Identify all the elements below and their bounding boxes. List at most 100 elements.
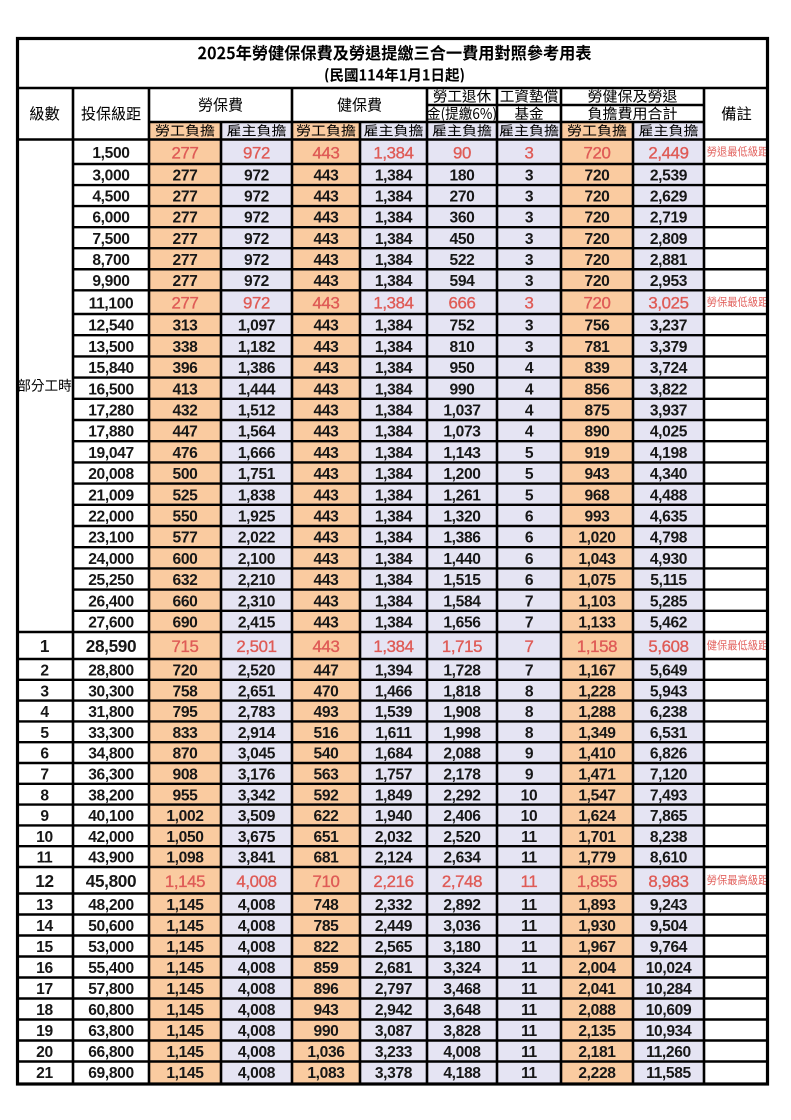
svg-text:5: 5 — [525, 487, 534, 504]
svg-text:2,449: 2,449 — [375, 918, 413, 935]
svg-text:1,083: 1,083 — [307, 1065, 345, 1082]
svg-text:710: 710 — [313, 872, 340, 891]
svg-text:60,800: 60,800 — [88, 1002, 134, 1019]
svg-text:3,036: 3,036 — [443, 918, 481, 935]
svg-text:8: 8 — [40, 787, 49, 804]
svg-text:9: 9 — [40, 808, 49, 825]
svg-text:7: 7 — [40, 767, 48, 784]
svg-text:3,324: 3,324 — [443, 960, 481, 977]
svg-text:470: 470 — [314, 683, 340, 700]
svg-text:1,073: 1,073 — [443, 424, 481, 441]
svg-text:2,520: 2,520 — [238, 663, 276, 680]
svg-text:24,000: 24,000 — [88, 551, 134, 568]
svg-text:3: 3 — [525, 294, 534, 313]
svg-text:14: 14 — [36, 918, 53, 935]
svg-text:11: 11 — [521, 1023, 537, 1040]
svg-text:30,300: 30,300 — [88, 683, 134, 700]
svg-text:443: 443 — [314, 231, 340, 248]
svg-text:7: 7 — [525, 663, 533, 680]
svg-text:3,000: 3,000 — [92, 168, 130, 185]
svg-text:500: 500 — [173, 466, 199, 483]
svg-text:2,135: 2,135 — [578, 1023, 616, 1040]
svg-text:3: 3 — [525, 143, 534, 162]
svg-text:413: 413 — [173, 381, 199, 398]
svg-text:1,384: 1,384 — [375, 572, 413, 589]
svg-text:11,100: 11,100 — [89, 295, 134, 312]
svg-text:2,797: 2,797 — [375, 981, 412, 998]
svg-text:11: 11 — [521, 829, 537, 846]
svg-text:3,648: 3,648 — [443, 1002, 481, 1019]
svg-text:180: 180 — [450, 168, 476, 185]
svg-text:9: 9 — [525, 767, 534, 784]
svg-text:28,800: 28,800 — [88, 663, 134, 680]
svg-text:36,300: 36,300 — [88, 767, 134, 784]
svg-text:785: 785 — [314, 918, 340, 935]
svg-text:2,088: 2,088 — [443, 746, 481, 763]
svg-text:4,008: 4,008 — [238, 1044, 276, 1061]
svg-text:720: 720 — [584, 294, 611, 313]
svg-text:5,462: 5,462 — [650, 615, 688, 632]
svg-text:360: 360 — [450, 210, 476, 227]
svg-text:2,809: 2,809 — [650, 231, 688, 248]
svg-text:1,043: 1,043 — [578, 551, 616, 568]
svg-text:4,008: 4,008 — [238, 939, 276, 956]
svg-text:443: 443 — [314, 360, 340, 377]
svg-text:1,728: 1,728 — [443, 663, 481, 680]
svg-text:45,800: 45,800 — [86, 871, 136, 891]
svg-text:632: 632 — [173, 572, 199, 589]
svg-text:7: 7 — [525, 615, 533, 632]
svg-text:18: 18 — [36, 1002, 53, 1019]
svg-text:1,925: 1,925 — [238, 509, 276, 526]
svg-text:1,384: 1,384 — [375, 487, 413, 504]
svg-text:8,610: 8,610 — [650, 850, 688, 867]
svg-text:1: 1 — [40, 636, 50, 656]
svg-text:277: 277 — [173, 252, 198, 269]
svg-text:50,600: 50,600 — [88, 918, 134, 935]
svg-text:9,504: 9,504 — [650, 918, 688, 935]
svg-text:17,880: 17,880 — [88, 424, 134, 441]
svg-text:2,088: 2,088 — [578, 1002, 616, 1019]
svg-text:522: 522 — [450, 252, 476, 269]
svg-text:7,120: 7,120 — [650, 767, 688, 784]
svg-text:990: 990 — [314, 1023, 340, 1040]
svg-text:1,394: 1,394 — [375, 663, 413, 680]
svg-text:10: 10 — [521, 787, 538, 804]
svg-text:443: 443 — [314, 509, 340, 526]
svg-text:4,008: 4,008 — [238, 897, 276, 914]
svg-text:20: 20 — [36, 1044, 53, 1061]
svg-text:1,584: 1,584 — [443, 593, 481, 610]
svg-text:4,488: 4,488 — [650, 487, 688, 504]
svg-text:7: 7 — [525, 593, 533, 610]
svg-text:540: 540 — [314, 746, 340, 763]
svg-text:2,520: 2,520 — [443, 829, 481, 846]
svg-text:2,004: 2,004 — [578, 960, 616, 977]
svg-text:447: 447 — [314, 663, 339, 680]
svg-text:5,285: 5,285 — [650, 593, 688, 610]
svg-text:4,008: 4,008 — [238, 1065, 276, 1082]
svg-text:11: 11 — [521, 960, 537, 977]
svg-text:2,651: 2,651 — [238, 683, 276, 700]
svg-text:822: 822 — [314, 939, 340, 956]
svg-text:6: 6 — [525, 509, 534, 526]
svg-text:1,500: 1,500 — [92, 145, 130, 162]
svg-text:8: 8 — [525, 683, 534, 700]
svg-text:13: 13 — [36, 897, 53, 914]
svg-text:2,892: 2,892 — [443, 897, 481, 914]
svg-text:34,800: 34,800 — [88, 746, 134, 763]
svg-text:1,037: 1,037 — [443, 403, 480, 420]
svg-text:1,384: 1,384 — [375, 252, 413, 269]
svg-text:4,008: 4,008 — [238, 1002, 276, 1019]
svg-text:15,840: 15,840 — [88, 360, 134, 377]
svg-text:1,145: 1,145 — [166, 1002, 204, 1019]
svg-text:4: 4 — [525, 403, 534, 420]
svg-text:1,384: 1,384 — [375, 403, 413, 420]
svg-text:11: 11 — [521, 1065, 537, 1082]
svg-text:1,384: 1,384 — [375, 231, 413, 248]
svg-text:15: 15 — [36, 939, 53, 956]
svg-text:1,200: 1,200 — [443, 466, 481, 483]
svg-text:493: 493 — [314, 704, 340, 721]
svg-text:875: 875 — [585, 403, 611, 420]
svg-text:1,098: 1,098 — [166, 850, 204, 867]
svg-text:516: 516 — [314, 725, 340, 742]
svg-text:1,145: 1,145 — [165, 872, 205, 891]
